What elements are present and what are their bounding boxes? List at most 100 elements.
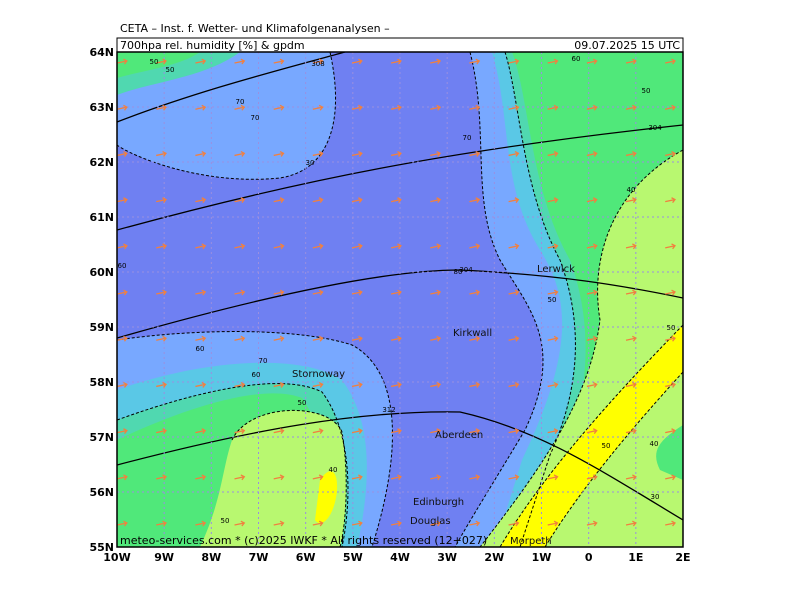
wind-arrow xyxy=(312,197,324,204)
arrow-shape xyxy=(351,381,363,388)
humidity-fill xyxy=(480,150,683,547)
arrow-shape xyxy=(430,474,442,481)
arrow-shape xyxy=(430,150,442,157)
wind-arrow xyxy=(665,381,676,388)
humidity-fill xyxy=(500,325,683,547)
y-tick-label: 63N xyxy=(89,101,114,114)
arrow-shape xyxy=(156,428,167,435)
arrow-shape xyxy=(547,520,559,527)
arrow-shape xyxy=(430,289,442,296)
arrow-shape xyxy=(195,428,207,435)
wind-arrow xyxy=(547,289,559,296)
arrow-shape xyxy=(312,520,324,527)
wind-arrow xyxy=(351,474,363,481)
wind-arrow xyxy=(665,243,676,250)
arrow-shape xyxy=(390,243,402,250)
wind-arrow xyxy=(625,58,637,65)
arrow-shape xyxy=(273,474,285,481)
arrow-shape xyxy=(469,381,481,388)
wind-arrow xyxy=(625,197,637,204)
arrow-shape xyxy=(547,381,559,388)
x-tick-label: 6W xyxy=(296,551,316,564)
arrow-shape xyxy=(351,474,363,481)
contour xyxy=(117,331,393,547)
wind-arrow xyxy=(273,335,285,342)
wind-arrow xyxy=(665,335,676,342)
contour-label: 50 xyxy=(298,399,307,407)
wind-arrow xyxy=(117,289,128,296)
arrow-shape xyxy=(665,381,676,388)
arrow-shape xyxy=(234,474,246,481)
arrow-shape xyxy=(665,197,676,204)
wind-arrow xyxy=(469,150,481,157)
arrow-shape xyxy=(586,428,598,435)
wind-arrow xyxy=(625,381,637,388)
place-label: Kirkwall xyxy=(453,328,492,339)
place-label: Aberdeen xyxy=(435,430,483,441)
arrow-shape xyxy=(156,381,167,388)
wind-arrow xyxy=(234,197,246,204)
x-tick-label: 9W xyxy=(154,551,174,564)
wind-arrow xyxy=(273,243,285,250)
arrow-shape xyxy=(430,428,442,435)
wind-arrow xyxy=(508,335,520,342)
wind-arrow xyxy=(430,381,442,388)
header-field: 700hpa rel. humidity [%] & gpdm xyxy=(120,39,305,52)
wind-arrow xyxy=(430,150,442,157)
x-tick-label: 2E xyxy=(675,551,690,564)
wind-arrow xyxy=(665,150,676,157)
wind-arrow xyxy=(351,243,363,250)
arrow-shape xyxy=(469,335,481,342)
wind-arrow xyxy=(390,197,402,204)
wind-arrow xyxy=(508,428,520,435)
arrow-shape xyxy=(665,150,676,157)
arrow-shape xyxy=(273,197,285,204)
height-contour xyxy=(117,124,683,231)
arrow-shape xyxy=(508,58,520,65)
arrow-shape xyxy=(508,520,520,527)
y-tick-label: 58N xyxy=(89,376,114,389)
wind-arrow xyxy=(625,289,637,296)
contour-label: 40 xyxy=(650,440,659,448)
wind-arrow xyxy=(234,381,246,388)
wind-arrow xyxy=(312,150,324,157)
arrow-shape xyxy=(430,381,442,388)
wind-arrow xyxy=(195,197,207,204)
place-label: Douglas xyxy=(410,516,451,527)
arrow-shape xyxy=(390,197,402,204)
contour-label: 70 xyxy=(463,134,472,142)
arrow-shape xyxy=(469,197,481,204)
wind-arrow xyxy=(430,335,442,342)
wind-arrow xyxy=(273,58,285,65)
y-tick-label: 62N xyxy=(89,156,114,169)
y-tick-label: 56N xyxy=(89,486,114,499)
contour-label: 50 xyxy=(548,296,557,304)
wind-arrow xyxy=(430,520,442,527)
place-label: Morpeth xyxy=(510,536,552,547)
wind-arrow xyxy=(665,104,676,111)
arrow-shape xyxy=(469,243,481,250)
contour-label: 40 xyxy=(329,466,338,474)
wind-arrow xyxy=(117,520,128,527)
wind-arrow xyxy=(430,197,442,204)
wind-arrow xyxy=(117,428,128,435)
wind-arrow xyxy=(234,150,246,157)
wind-arrow xyxy=(273,150,285,157)
arrow-shape xyxy=(234,289,246,296)
wind-arrow xyxy=(351,520,363,527)
contour-label: 60 xyxy=(196,345,205,353)
wind-arrow xyxy=(430,58,442,65)
contour xyxy=(499,324,683,547)
wind-arrow xyxy=(508,520,520,527)
wind-arrow xyxy=(156,335,167,342)
wind-arrow xyxy=(156,243,167,250)
wind-arrow xyxy=(469,428,481,435)
wind-arrow xyxy=(625,474,637,481)
x-tick-label: 1E xyxy=(628,551,643,564)
arrow-shape xyxy=(665,243,676,250)
wind-arrow xyxy=(547,58,559,65)
contour-label: 40 xyxy=(627,186,636,194)
wind-arrow xyxy=(117,243,128,250)
wind-arrow xyxy=(234,104,246,111)
wind-arrow xyxy=(351,428,363,435)
